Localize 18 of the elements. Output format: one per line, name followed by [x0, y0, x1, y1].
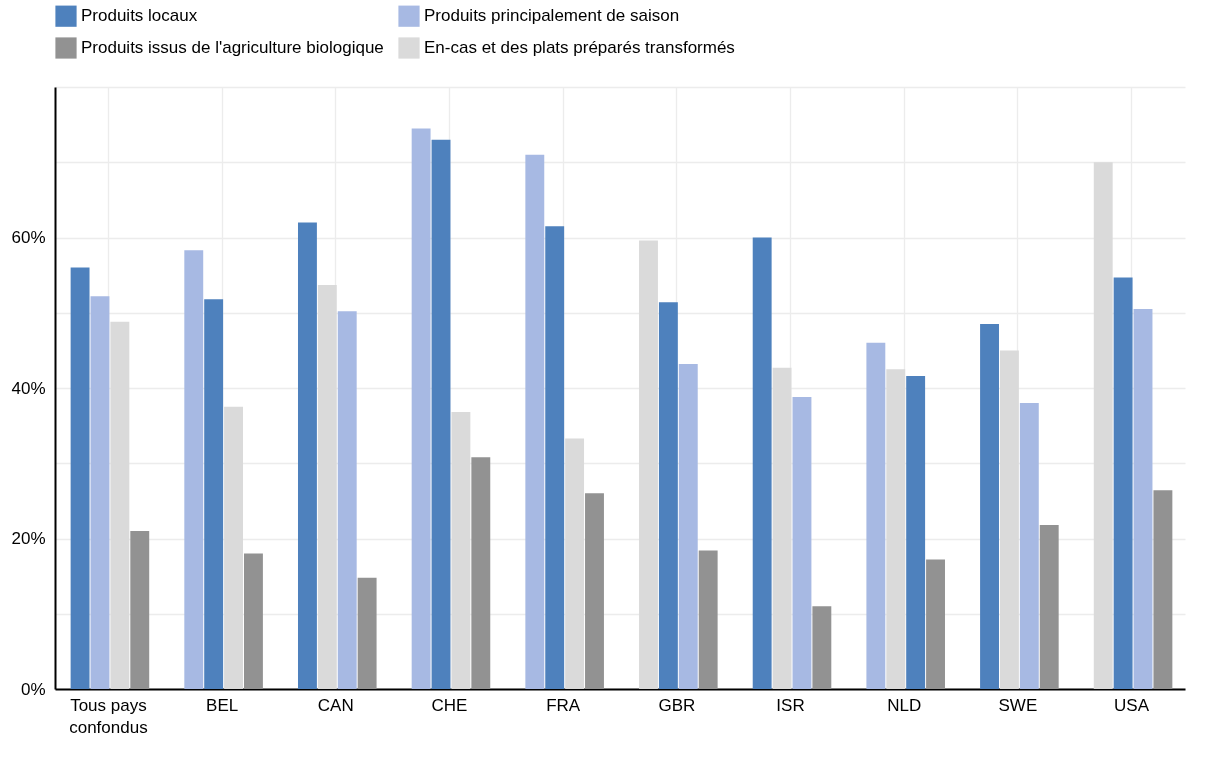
legend-label: En-cas et des plats préparés transformés: [424, 38, 735, 57]
y-tick-label: 40%: [11, 378, 46, 398]
x-tick-label: SWE: [998, 695, 1038, 715]
y-tick-label: 0%: [20, 679, 46, 699]
x-tick-label: FRA: [546, 695, 581, 715]
legend-label: Produits locaux: [81, 6, 198, 26]
x-tick-label: ISR: [776, 695, 805, 715]
legend-label: Produits principalement de saison: [424, 6, 680, 26]
x-tick-label: USA: [1114, 695, 1150, 715]
x-tick-label: GBR: [658, 695, 696, 715]
x-tick-label: Tous pays confondus: [69, 695, 148, 737]
x-tick-label: BEL: [206, 695, 239, 715]
x-tick-label: CHE: [431, 695, 468, 715]
x-tick-label: CAN: [317, 695, 354, 715]
y-tick-label: 20%: [11, 529, 46, 548]
y-tick-label: 60%: [11, 228, 46, 247]
x-tick-label: NLD: [887, 695, 922, 715]
legend-label: Produits issus de l'agriculture biologique: [81, 38, 384, 57]
